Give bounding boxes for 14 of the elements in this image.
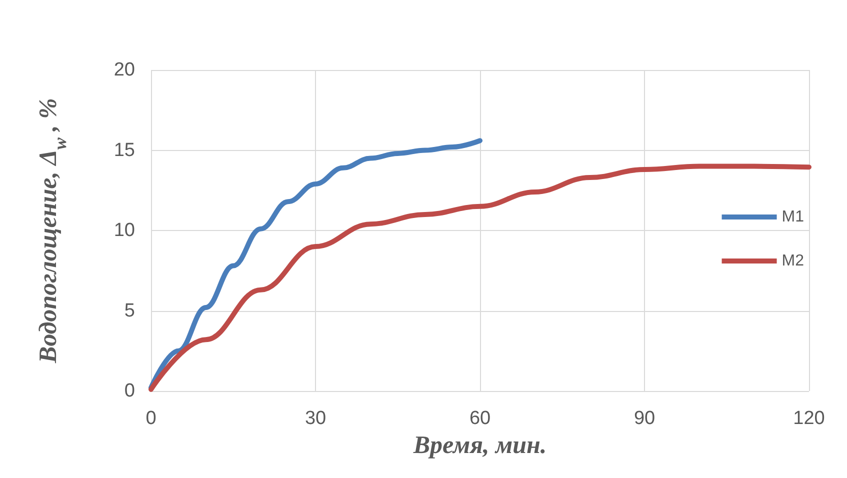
y-tick-label: 5 [124,300,135,322]
y-tick-label: 20 [114,60,135,80]
legend-label: M2 [782,252,804,270]
x-tick-label: 0 [146,408,156,429]
legend-label: M1 [782,208,804,226]
x-tick-label: 60 [469,408,491,429]
x-axis-title: Время, мин. [412,432,547,459]
y-tick-label: 10 [114,220,135,241]
y-tick-label: 0 [124,380,135,402]
y-axis-title: Водопоглощение, Δw , % [35,98,70,364]
x-tick-label: 90 [634,408,656,429]
y-tick-label: 15 [114,140,135,161]
x-tick-label: 120 [793,408,825,429]
x-tick-label: 30 [304,408,326,429]
